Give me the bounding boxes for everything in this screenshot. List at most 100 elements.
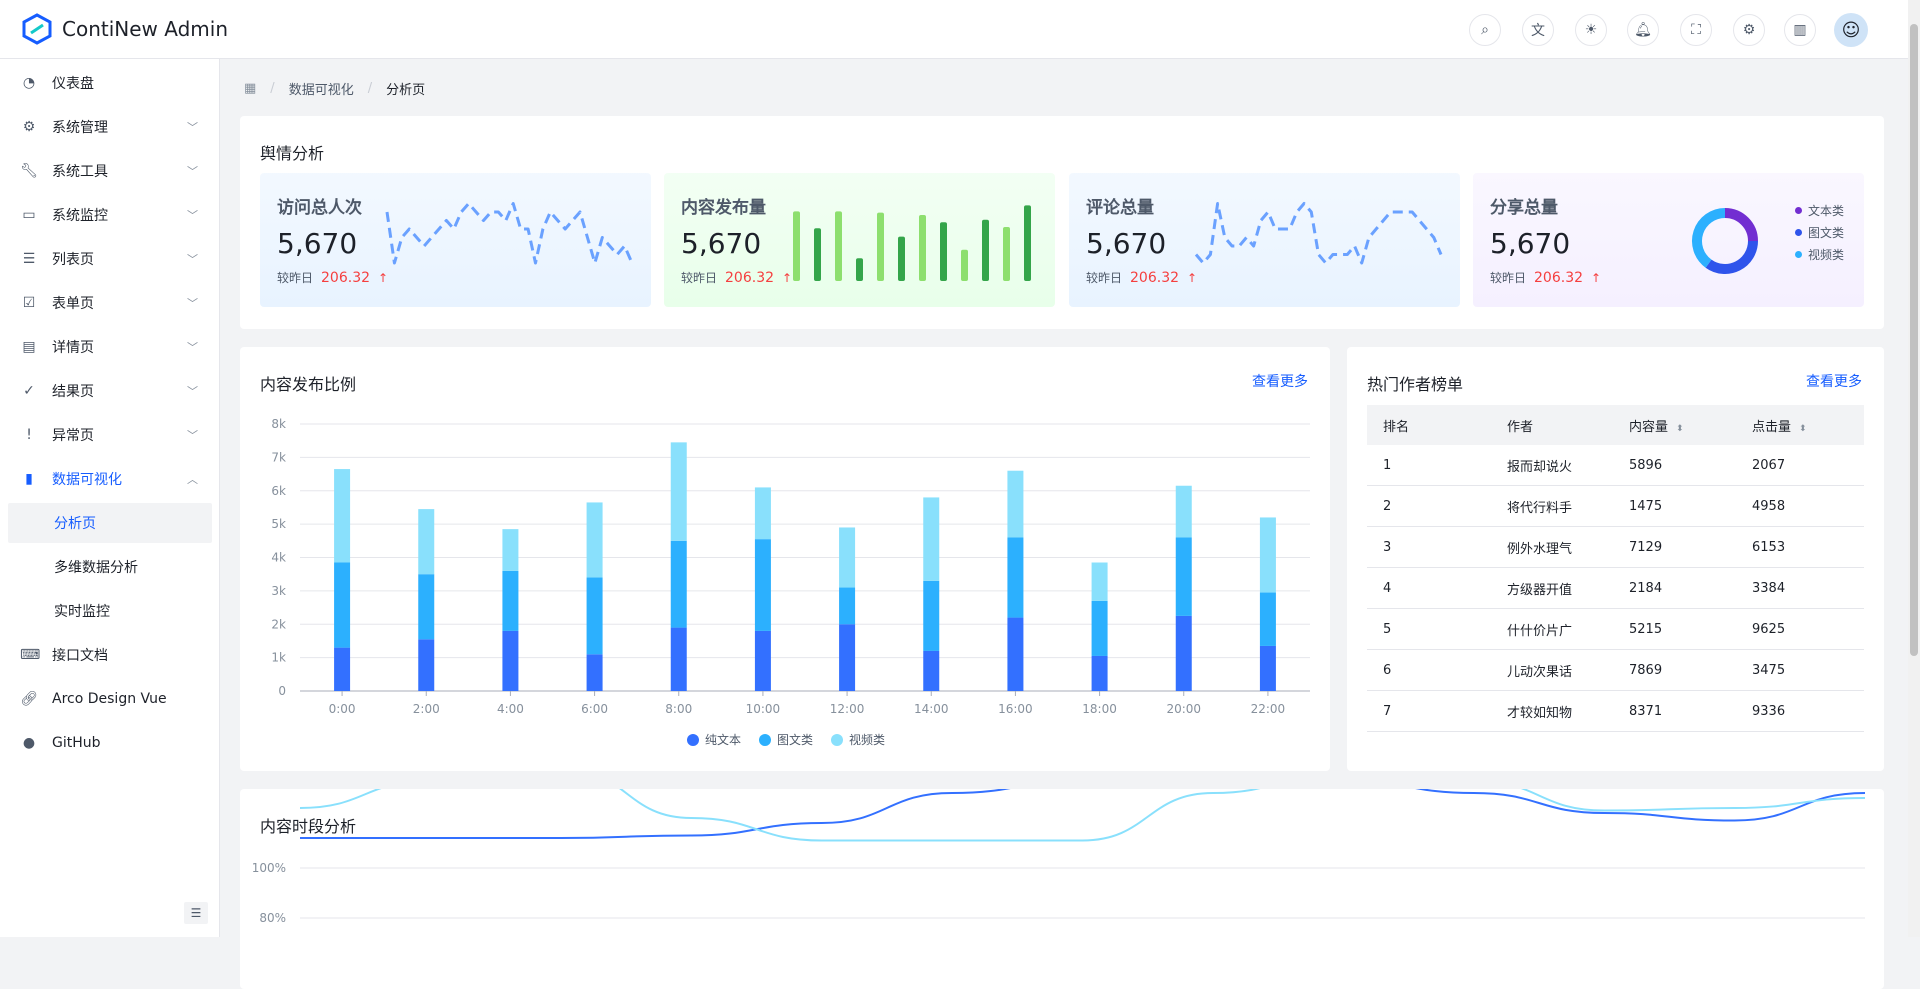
gear-icon: ⚙ [22,119,36,135]
bar-segment[interactable] [334,647,351,691]
legend-dot[interactable] [687,734,699,746]
change-value: 206.32 [1534,269,1584,286]
bar-segment[interactable] [670,442,687,541]
sidebar-item[interactable]: 实时监控 [8,591,212,631]
bar-segment[interactable] [923,497,940,581]
bar-segment[interactable] [754,539,771,631]
bar-segment[interactable] [1175,485,1192,538]
breadcrumb-item[interactable]: 数据可视化 [288,83,354,98]
mini-bar [1024,205,1031,281]
sidebar-item[interactable]: ☑ 表单页 ﹀ [8,283,212,323]
bar-segment[interactable] [1259,517,1276,593]
scrollbar[interactable] [1908,0,1920,937]
sidebar-item[interactable]: 🔗︎ Arco Design Vue [8,679,212,719]
sidebar-item-label: 接口文档 [52,648,108,664]
sort-icon[interactable]: ⬍ [1676,423,1684,434]
bar-segment[interactable] [586,502,603,578]
sidebar-item[interactable]: 🔧︎ 系统工具 ﹀ [8,151,212,191]
theme-sun-icon[interactable]: ☀ [1575,14,1607,46]
bar-segment[interactable] [502,529,519,571]
bar-segment[interactable] [670,627,687,691]
bar-segment[interactable] [586,577,603,655]
sidebar-item[interactable]: ▤ 详情页 ﹀ [8,327,212,367]
bar-segment[interactable] [418,574,435,640]
bar-segment[interactable] [1007,617,1024,691]
sort-icon[interactable]: ⬍ [1799,423,1807,434]
sidebar-item[interactable]: ✓ 结果页 ﹀ [8,371,212,411]
column-header: 作者 [1507,419,1534,435]
sidebar-item[interactable]: ☰ 列表页 ﹀ [8,239,212,279]
top-header: ContiNew Admin [0,0,1908,59]
book-icon[interactable]: ▥ [1784,14,1816,46]
logo[interactable]: ContiNew Admin [22,13,228,45]
collapse-sidebar-icon[interactable]: ☰ [184,902,208,924]
bar-segment[interactable] [1175,615,1192,691]
sidebar-item[interactable]: ▮ 数据可视化 ︿ [8,459,212,499]
sidebar-item[interactable]: ▭ 系统监控 ﹀ [8,195,212,235]
bar-segment[interactable] [923,580,940,651]
bar-segment[interactable] [1007,470,1024,538]
bar-segment[interactable] [502,630,519,691]
fullscreen-icon[interactable]: ⛶ [1680,14,1712,46]
bar-segment[interactable] [1091,562,1108,601]
sidebar-item[interactable]: ● GitHub [8,723,212,763]
bar-segment[interactable] [1091,600,1108,656]
sparkline-path [1194,202,1443,265]
bar-segment[interactable] [754,487,771,540]
x-tick-label: 10:00 [746,702,781,716]
bar-segment[interactable] [586,654,603,691]
bar-segment[interactable] [334,469,351,563]
bar-segment[interactable] [502,570,519,631]
bar-segment[interactable] [418,509,435,575]
bar-segment[interactable] [839,624,856,691]
chevron-down-icon: ﹀ [187,165,198,178]
avatar[interactable]: ☺ [1834,13,1868,47]
translate-icon[interactable]: 文 [1522,14,1554,46]
donut-legend: 文本类 图文类 视频类 [1795,199,1844,265]
sidebar-item[interactable]: 分析页 [8,503,212,543]
bar-segment[interactable] [839,587,856,625]
sidebar-item[interactable]: ! 异常页 ﹀ [8,415,212,455]
bar-segment[interactable] [754,630,771,691]
legend-dot[interactable] [759,734,771,746]
sidebar-item[interactable]: ◔ 仪表盘 [8,63,212,103]
bar-segment[interactable] [1007,537,1024,618]
bar-segment[interactable] [1259,592,1276,646]
y-tick-label: 100% [252,861,286,875]
stat-value: 5,670 [1490,227,1571,260]
legend-item[interactable]: 图文类 [1795,221,1844,243]
bar-segment[interactable] [418,639,435,691]
legend-label[interactable]: 纯文本 [705,732,741,747]
table-cell: 3384 [1752,580,1786,596]
sidebar-item[interactable]: ⚙ 系统管理 ﹀ [8,107,212,147]
settings-icon[interactable]: ⚙ [1733,14,1765,46]
bar-segment[interactable] [1091,655,1108,691]
apps-icon[interactable]: ▦ [244,81,257,96]
bar-segment[interactable] [334,562,351,648]
view-more-link[interactable]: 查看更多 [1252,374,1308,390]
sidebar-item[interactable]: ⌨ 接口文档 [8,635,212,675]
column-header[interactable]: 内容量 ⬍ [1629,419,1684,435]
view-more-link[interactable]: 查看更多 [1806,374,1862,390]
legend-item[interactable]: 视频类 [1795,243,1844,265]
table-cell: 5 [1383,621,1392,637]
search-icon[interactable]: ⌕ [1469,14,1501,46]
sidebar-item[interactable]: 多维数据分析 [8,547,212,587]
legend-label[interactable]: 视频类 [849,732,885,747]
legend-dot[interactable] [831,734,843,746]
bar-segment[interactable] [923,650,940,691]
y-tick-label: 4k [271,551,286,565]
bar-segment[interactable] [1259,645,1276,691]
sidebar-item-label: 列表页 [52,252,94,268]
bar-segment[interactable] [1175,537,1192,616]
column-header[interactable]: 点击量 ⬍ [1752,419,1807,435]
chevron-down-icon: ﹀ [187,385,198,398]
table-cell: 7129 [1629,539,1663,555]
bar-segment[interactable] [670,540,687,628]
table-cell: 才较如知物 [1507,705,1573,721]
bar-segment[interactable] [839,527,856,588]
bell-icon[interactable]: 🔔︎ [1627,14,1659,46]
scrollbar-thumb[interactable] [1910,24,1918,656]
legend-label[interactable]: 图文类 [777,732,813,747]
legend-item[interactable]: 文本类 [1795,199,1844,221]
